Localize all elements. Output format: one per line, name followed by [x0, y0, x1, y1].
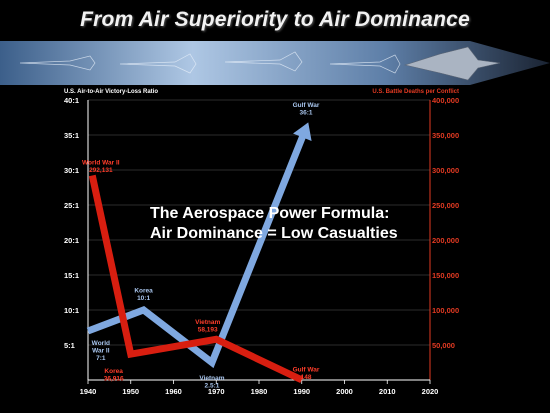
left-tick-label: 10:1 [64, 306, 79, 315]
right-tick-label: 350,000 [432, 131, 459, 140]
battle-deaths-line [88, 174, 304, 384]
x-tick-label: 1940 [80, 387, 97, 396]
data-label-line: Korea [104, 368, 123, 375]
data-label: Gulf War 36:1 [293, 102, 320, 117]
x-tick-label: 1960 [165, 387, 182, 396]
x-tick-label: 2010 [379, 387, 396, 396]
data-label-line: War II [92, 348, 110, 355]
left-axis-label: U.S. Air-to-Air Victory-Loss Ratio [64, 89, 158, 95]
data-label-line: World [92, 340, 110, 347]
left-tick-label: 25:1 [64, 201, 79, 210]
stealth-fighter-icon [403, 46, 501, 81]
left-tick-label: 5:1 [64, 341, 75, 350]
left-tick-label: 20:1 [64, 236, 79, 245]
data-label-line: Vietnam [195, 319, 220, 326]
series-lines [86, 122, 312, 384]
x-tick-label: 1990 [293, 387, 310, 396]
ratio-arrowhead-icon [293, 122, 312, 142]
data-label: World War II 7:1 [92, 340, 110, 362]
right-tick-label: 200,000 [432, 236, 459, 245]
data-label-line: 10:1 [137, 295, 150, 302]
x-tick-label: 1980 [251, 387, 268, 396]
data-label-line: World War II [82, 159, 120, 166]
data-label-line: 36,916 [104, 376, 124, 383]
right-tick-label: 400,000 [432, 96, 459, 105]
left-axis-ticks: 40:1 5:1 10:1 15:1 20:1 25:1 30:1 35:1 [64, 96, 79, 350]
right-tick-label: 150,000 [432, 271, 459, 280]
aircraft-banner [0, 41, 550, 85]
data-label: Korea 10:1 [134, 288, 153, 303]
left-tick-label: 30:1 [64, 166, 79, 175]
banner-arrow [0, 41, 550, 85]
victory-loss-ratio-line [86, 126, 310, 369]
left-tick-top: 40:1 [64, 96, 79, 105]
data-label-line: 292,131 [89, 167, 113, 174]
chart-area: U.S. Air-to-Air Victory-Loss Ratio U.S. … [64, 89, 459, 396]
data-label: Vietnam 2.5:1 [199, 375, 224, 390]
data-label-line: 36:1 [300, 110, 313, 117]
right-tick-label: 300,000 [432, 166, 459, 175]
grid-lines [88, 99, 430, 346]
data-label-line: Gulf War [293, 102, 320, 109]
formula-line-1: The Aerospace Power Formula: [150, 205, 389, 222]
data-label: Korea 36,916 [104, 368, 124, 383]
x-axis-ticks: 1940 1950 1960 1970 1980 1990 2000 2010 2020 [80, 380, 439, 396]
right-tick-label: 100,000 [432, 306, 459, 315]
right-axis-label: U.S. Battle Deaths per Conflict [372, 89, 459, 95]
right-axis-ticks: 50,000 100,000 150,000 200,000 250,000 300,00… [432, 96, 459, 350]
x-tick-label: 2000 [336, 387, 353, 396]
data-label-line: 7:1 [96, 355, 106, 362]
aircraft-silhouettes-icon [19, 51, 401, 74]
right-tick-label: 250,000 [432, 201, 459, 210]
data-label-line: Korea [134, 288, 153, 295]
left-tick-label: 15:1 [64, 271, 79, 280]
right-tick-label: 50,000 [432, 341, 455, 350]
data-label: Vietnam 58,193 [195, 319, 220, 334]
left-tick-label: 35:1 [64, 131, 79, 140]
data-label-line: Vietnam [199, 375, 224, 382]
data-label: World War II 292,131 [82, 159, 120, 174]
data-label: Gulf War 148 [293, 367, 320, 382]
x-tick-label: 1950 [122, 387, 139, 396]
chart-title: From Air Superiority to Air Dominance [80, 8, 470, 31]
data-label-line: 148 [301, 374, 312, 381]
x-tick-label: 2020 [422, 387, 439, 396]
data-label-line: Gulf War [293, 367, 320, 374]
x-tick-label: 1970 [208, 387, 225, 396]
formula-line-2: Air Dominance = Low Casualties [150, 225, 398, 242]
data-label-line: 58,193 [198, 327, 218, 334]
data-label-line: 2.5:1 [205, 383, 220, 390]
